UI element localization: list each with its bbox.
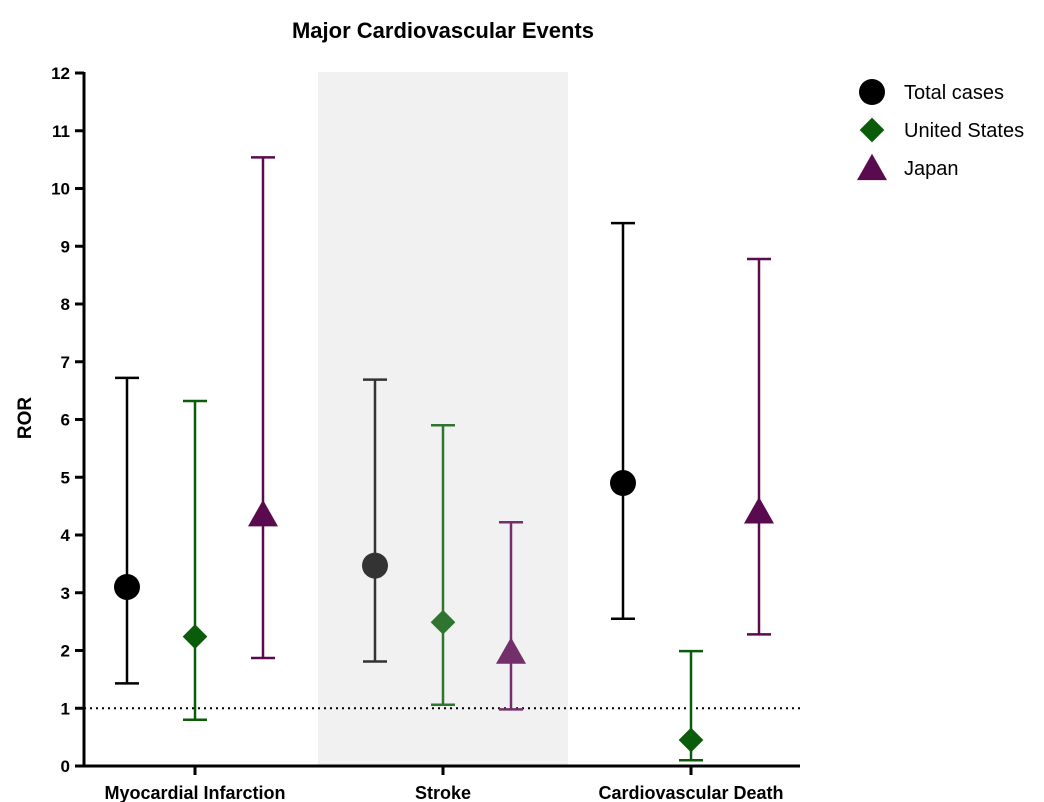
point-united-states-stroke <box>430 609 456 635</box>
y-axis-title: ROR <box>15 397 36 440</box>
y-tick-label-3: 3 <box>61 584 70 603</box>
y-tick-label-8: 8 <box>61 295 70 314</box>
point-total-cases-myocardial-infarction <box>114 573 140 600</box>
y-tick-label-5: 5 <box>61 468 70 487</box>
point-united-states-myocardial-infarction <box>182 624 208 649</box>
y-tick-label-1: 1 <box>61 699 70 718</box>
y-tick-label-7: 7 <box>61 353 70 372</box>
y-tick-label-11: 11 <box>52 122 70 141</box>
chart-title: Major Cardiovascular Events <box>292 18 594 43</box>
y-tick-label-2: 2 <box>61 642 70 661</box>
x-tick-label-myocardial-infarction: Myocardial Infarction <box>104 783 285 802</box>
point-united-states-cardiovascular-death <box>678 727 704 753</box>
y-tick-label-0: 0 <box>61 757 70 776</box>
legend-marker-united-states <box>859 117 885 143</box>
x-tick-label-cardiovascular-death: Cardiovascular Death <box>598 783 783 802</box>
point-total-cases-cardiovascular-death <box>610 470 636 497</box>
legend-label-total-cases: Total cases <box>904 82 1004 104</box>
legend-marker-total-cases <box>859 79 885 105</box>
y-tick-label-12: 12 <box>51 64 70 83</box>
legend-label-japan: Japan <box>904 158 959 180</box>
legend: Total cases United States Japan <box>856 79 1024 181</box>
legend-label-united-states: United States <box>904 120 1024 142</box>
point-japan-myocardial-infarction <box>247 499 279 527</box>
x-tick-label-stroke: Stroke <box>415 783 471 802</box>
y-tick-label-10: 10 <box>51 180 70 199</box>
point-japan-cardiovascular-death <box>743 497 775 524</box>
y-tick-label-4: 4 <box>61 526 71 545</box>
y-tick-label-6: 6 <box>61 411 70 430</box>
point-total-cases-stroke <box>362 552 388 579</box>
legend-marker-japan <box>856 153 888 181</box>
y-tick-label-9: 9 <box>61 237 70 256</box>
point-japan-stroke <box>495 637 527 664</box>
